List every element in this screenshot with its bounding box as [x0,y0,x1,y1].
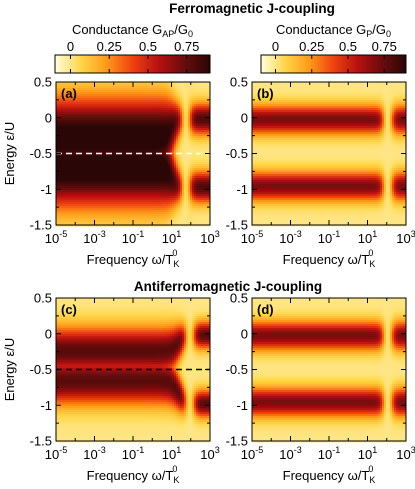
colorbar-tick-label: 0.75 [174,39,199,54]
heatmap-panel-a: (a)0.50-0.5-1-1.510-5 10-3 10-1 101 103Frequ… [2,75,220,270]
colorbar-tick-label: 0 [272,39,279,54]
colorbar-tick-label: 0 [67,39,74,54]
colorbar-p: Conductance GP/G00 0.25 0.5 0.75 [261,22,406,73]
colorbar-tick-label: 0.5 [339,39,357,54]
section-title-top: Ferromagnetic J-coupling [169,1,335,16]
colorbar-label: Conductance GP/G0 [276,22,391,39]
colorbar-tick-label: 0.25 [299,39,324,54]
colorbar-tick-label: 0.25 [97,39,122,54]
colorbar-tick-label: 0.5 [139,39,157,54]
colorbar-ap: Conductance GAP/G00 0.25 0.5 0.75 [55,22,210,73]
colorbar-tick-label: 0.75 [372,39,397,54]
section-title-bottom: Antiferromagnetic J-coupling [134,279,322,294]
colorbar-label: Conductance GAP/G0 [72,22,193,39]
